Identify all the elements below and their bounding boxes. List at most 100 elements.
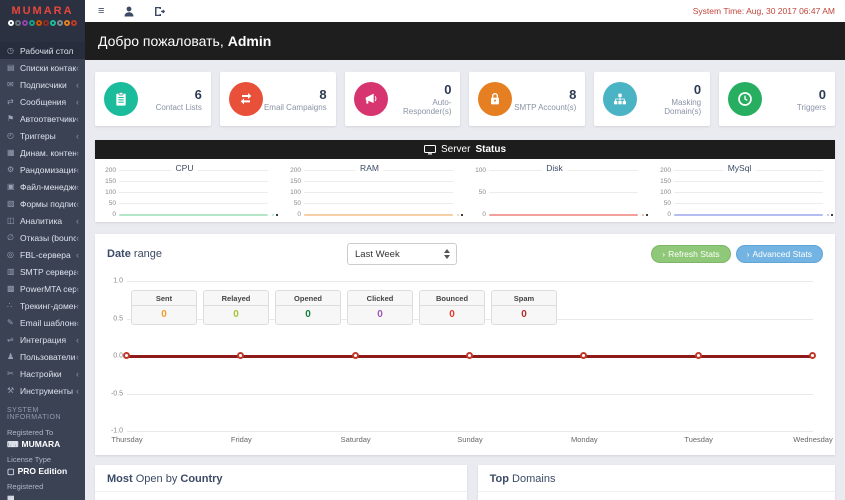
clipboard-icon bbox=[104, 82, 138, 116]
chevron-left-icon: ‹ bbox=[76, 266, 79, 277]
license-type-label: License Type bbox=[7, 455, 52, 464]
data-point-marker bbox=[580, 352, 588, 359]
sidebar-item-analytics[interactable]: ◫ Аналитика ‹ bbox=[0, 212, 85, 229]
chevron-left-icon: ‹ bbox=[76, 283, 79, 294]
refresh-stats-button[interactable]: › Refresh Stats bbox=[651, 245, 731, 263]
laptop-icon: ⌨ bbox=[7, 440, 19, 449]
sidebar-item-messages[interactable]: ⇄ Сообщения ‹ bbox=[0, 93, 85, 110]
date-range-select[interactable]: Last Week bbox=[347, 243, 457, 265]
top-domains-title: Top Domains bbox=[477, 465, 835, 492]
stat-card-label: Email Campaigns bbox=[263, 102, 327, 112]
system-time: System Time: Aug, 30 2017 06:47 AM bbox=[692, 6, 835, 16]
system-information: SYSTEM INFORMATION Registered To ⌨ MUMARA… bbox=[0, 399, 85, 500]
data-point-marker bbox=[466, 352, 473, 359]
disk-data-line bbox=[489, 213, 644, 216]
brand-logo-text: MUMARA bbox=[11, 5, 74, 17]
stat-card-value: 6 bbox=[194, 86, 202, 102]
sidebar-item-label: Файл-менеджер bbox=[20, 181, 76, 192]
integration-icon: ⇌ bbox=[7, 335, 14, 344]
sidebar-item-integration[interactable]: ⇌ Интеграция ‹ bbox=[0, 331, 85, 348]
sidebar-item-label: Аналитика bbox=[20, 215, 63, 226]
stat-card-label: Auto-Responder(s) bbox=[403, 98, 452, 116]
counter-sent: Sent 0 bbox=[131, 290, 197, 325]
exchange-icon: ⇄ bbox=[7, 97, 14, 106]
gear-icon: ⚙ bbox=[7, 165, 15, 174]
logo[interactable]: MUMARA bbox=[0, 0, 85, 42]
data-point-marker bbox=[237, 352, 245, 359]
sidebar-item-dynamic-content[interactable]: ▦ Динам. контент ‹ bbox=[0, 144, 85, 161]
chevron-left-icon: ‹ bbox=[76, 317, 79, 328]
chevron-left-icon: ‹ bbox=[76, 164, 79, 175]
sidebar-item-label: Отказы (bounce) bbox=[20, 232, 76, 243]
sidebar-item-label: Рандомизация bbox=[20, 164, 76, 175]
top-domains-panel: Top Domains 1.2 bbox=[477, 465, 835, 500]
stat-card-auto-responders: 0 Auto-Responder(s) bbox=[344, 72, 461, 126]
server-icon: ▩ bbox=[7, 284, 15, 293]
lock-icon: ▥ bbox=[7, 267, 15, 276]
hamburger-menu-icon[interactable]: ≡ bbox=[98, 4, 105, 17]
sidebar-item-smtp-servers[interactable]: ▥ SMTP сервера ‹ bbox=[0, 263, 85, 280]
sidebar-item-dashboard[interactable]: ◷ Рабочий стол bbox=[0, 42, 85, 59]
sidebar-item-label: PowerMTA сервера bbox=[20, 283, 76, 294]
megaphone-icon: ⚑ bbox=[7, 114, 15, 123]
envelope-icon: ✉ bbox=[7, 80, 14, 89]
most-open-by-country-title: Most Open by Country bbox=[95, 465, 467, 492]
chevron-left-icon: ‹ bbox=[76, 62, 79, 73]
ring-icon bbox=[22, 20, 28, 26]
stat-card-value: 8 bbox=[569, 86, 577, 102]
license-icon: ▢ bbox=[7, 467, 15, 476]
counters-row: Sent 0 Relayed 0 Opened 0 Clicked 0 bbox=[131, 290, 557, 325]
sidebar-item-contact-lists[interactable]: ▤ Списки контактов ‹ bbox=[0, 59, 85, 76]
date-range-row: Date range Last Week › Refresh Stats › A… bbox=[95, 234, 835, 271]
ring-icon bbox=[8, 20, 14, 26]
disk-chart-title: Disk bbox=[541, 163, 568, 173]
sidebar-item-label: Трекинг-домены bbox=[20, 300, 76, 311]
stat-card-value: 0 bbox=[444, 82, 452, 97]
wrench-icon: ⚒ bbox=[7, 386, 15, 395]
license-type-value: PRO Edition bbox=[17, 466, 68, 476]
y-axis-tick: -0.5 bbox=[110, 390, 123, 397]
sidebar-item-triggers[interactable]: ◴ Триггеры ‹ bbox=[0, 127, 85, 144]
logout-icon[interactable] bbox=[154, 6, 166, 17]
ring-icon bbox=[50, 20, 56, 26]
user-icon[interactable] bbox=[124, 6, 134, 17]
sidebar-item-signup-forms[interactable]: ▧ Формы подписки ‹ bbox=[0, 195, 85, 212]
sidebar-item-autoresponders[interactable]: ⚑ Автоответчики ‹ bbox=[0, 110, 85, 127]
sidebar-item-fbl-servers[interactable]: ◎ FBL-сервера ‹ bbox=[0, 246, 85, 263]
table-icon: ▦ bbox=[7, 148, 15, 157]
sidebar-item-randomization[interactable]: ⚙ Рандомизация ‹ bbox=[0, 161, 85, 178]
form-icon: ▧ bbox=[7, 199, 15, 208]
sidebar-item-email-templates[interactable]: ✎ Email шаблоны ‹ bbox=[0, 314, 85, 331]
sidebar-item-label: Сообщения bbox=[20, 96, 67, 107]
stat-card-email-campaigns: 8 Email Campaigns bbox=[219, 72, 336, 126]
sidebar-item-bounces[interactable]: ∅ Отказы (bounce) ‹ bbox=[0, 229, 85, 246]
exchange-icon bbox=[228, 82, 263, 116]
server-status-header: Server Status bbox=[95, 140, 835, 159]
calendar-icon: ▦ bbox=[7, 494, 15, 500]
chart-icon: ◫ bbox=[7, 216, 15, 225]
counter-clicked: Clicked 0 bbox=[347, 290, 413, 325]
mysql-data-line bbox=[674, 213, 829, 216]
chevron-left-icon: ‹ bbox=[76, 300, 79, 311]
clock-icon bbox=[728, 82, 763, 116]
sidebar-item-label: FBL-сервера bbox=[20, 249, 71, 260]
sidebar-item-tools[interactable]: ⚒ Инструменты ‹ bbox=[0, 382, 85, 399]
sidebar-item-users[interactable]: ♟ Пользователи ‹ bbox=[0, 348, 85, 365]
sidebar: MUMARA ◷ Рабочий стол ▤ Списки контактов… bbox=[0, 0, 85, 500]
data-point-marker bbox=[809, 352, 816, 359]
advanced-stats-button[interactable]: › Advanced Stats bbox=[735, 245, 823, 263]
megaphone-icon bbox=[353, 82, 388, 116]
ram-chart: RAM 200 150 100 50 0 bbox=[286, 163, 459, 218]
stat-card-value: 0 bbox=[693, 82, 702, 97]
chevron-left-icon: ‹ bbox=[76, 249, 79, 260]
sidebar-item-powermta-servers[interactable]: ▩ PowerMTA сервера ‹ bbox=[0, 280, 85, 297]
sidebar-item-settings[interactable]: ✂ Настройки ‹ bbox=[0, 365, 85, 382]
mysql-chart: MySql 200 150 100 50 0 bbox=[656, 163, 829, 218]
sidebar-item-tracking-domains[interactable]: ∴ Трекинг-домены ‹ bbox=[0, 297, 85, 314]
sidebar-item-file-manager[interactable]: ▣ Файл-менеджер ‹ bbox=[0, 178, 85, 195]
sidebar-item-subscribers[interactable]: ✉ Подписчики ‹ bbox=[0, 76, 85, 93]
stat-card-label: Masking Domain(s) bbox=[664, 98, 702, 116]
stat-card-label: Triggers bbox=[796, 102, 826, 112]
main-content: 6 Contact Lists 8 Email Campaigns 0 bbox=[85, 60, 845, 500]
pencil-icon: ✎ bbox=[7, 318, 14, 327]
